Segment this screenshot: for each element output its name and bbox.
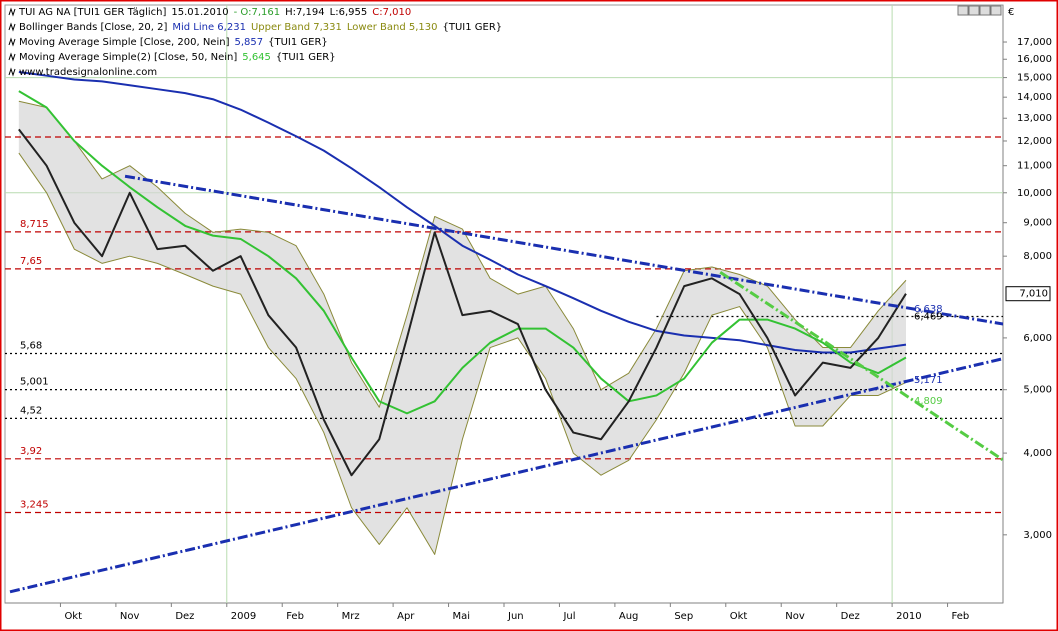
y-tick-label: 13,000 bbox=[1017, 113, 1052, 124]
value-label: 5,171 bbox=[914, 375, 943, 386]
y-tick-label: 6,000 bbox=[1023, 333, 1052, 344]
legend-icon bbox=[8, 67, 16, 77]
series-line bbox=[18, 90, 907, 415]
legend-text: Moving Average Simple(2) [Close, 50, Nei… bbox=[19, 52, 237, 63]
x-tick-label: Nov bbox=[120, 611, 140, 622]
trendline bbox=[124, 174, 1003, 326]
window-buttons bbox=[957, 5, 1002, 16]
level-label: 7,65 bbox=[20, 256, 42, 267]
y-tick-label: 17,000 bbox=[1017, 37, 1052, 48]
currency: € bbox=[1008, 7, 1014, 18]
legend-icon bbox=[8, 52, 16, 62]
legend-text: Moving Average Simple [Close, 200, Nein] bbox=[19, 37, 230, 48]
series-line bbox=[18, 70, 907, 354]
value-label: 6,638 bbox=[914, 304, 943, 315]
legend-text: C:7,010 bbox=[372, 7, 411, 18]
trendline bbox=[719, 270, 1003, 462]
x-tick-label: Okt bbox=[64, 611, 82, 622]
y-tick-label: 9,000 bbox=[1023, 218, 1052, 229]
y-tick-label: 8,000 bbox=[1023, 251, 1052, 262]
x-tick-label: Apr bbox=[397, 611, 415, 622]
legend-text: www.tradesignalonline.com bbox=[19, 67, 157, 78]
button[interactable] bbox=[979, 5, 991, 16]
y-tick-label: 10,000 bbox=[1017, 188, 1052, 199]
y-tick-label: 12,000 bbox=[1017, 136, 1052, 147]
x-tick-label: Aug bbox=[619, 611, 639, 622]
x-tick-label: 2010 bbox=[896, 611, 921, 622]
legend-icon bbox=[8, 7, 16, 17]
band-fill bbox=[18, 101, 906, 555]
band-line bbox=[18, 100, 907, 408]
series-line bbox=[18, 128, 907, 477]
x-tick-label: Mrz bbox=[342, 611, 360, 622]
legend-icon bbox=[8, 22, 16, 32]
x-tick-label: Jul bbox=[562, 611, 575, 622]
y-tick-label: 4,000 bbox=[1023, 448, 1052, 459]
last-price-box bbox=[1005, 286, 1051, 302]
legend-text: Bollinger Bands [Close, 20, 2] bbox=[19, 22, 167, 33]
legend-text: 5,857 bbox=[234, 37, 263, 48]
y-tick-label: 3,000 bbox=[1023, 530, 1052, 541]
legend-icon bbox=[8, 37, 16, 47]
x-tick-label: Jun bbox=[507, 611, 524, 622]
y-tick-label: 16,000 bbox=[1017, 54, 1052, 65]
value-label: 6,469 bbox=[914, 312, 943, 323]
level-label: 5,68 bbox=[20, 340, 42, 351]
legend-text: TUI AG NA [TUI1 GER Täglich] bbox=[18, 7, 166, 18]
trendline bbox=[9, 357, 1003, 594]
legend-text: 5,645 bbox=[242, 52, 271, 63]
button[interactable] bbox=[968, 5, 980, 16]
level-label: 8,715 bbox=[20, 219, 49, 230]
legend-text: 15.01.2010 bbox=[171, 7, 228, 18]
legend-text: {TUI1 GER} bbox=[268, 37, 328, 48]
last-price-label: 7,010 bbox=[1019, 289, 1048, 300]
x-tick-label: Feb bbox=[286, 611, 304, 622]
legend-text: - O:7,161 bbox=[234, 7, 280, 18]
legend-text: {TUI1 GER} bbox=[443, 22, 503, 33]
x-tick-label: Dez bbox=[175, 611, 194, 622]
x-tick-label: Dez bbox=[841, 611, 860, 622]
band-line bbox=[18, 152, 907, 555]
x-tick-label: Sep bbox=[674, 611, 693, 622]
legend-text: Upper Band 7,331 bbox=[251, 22, 342, 33]
x-tick-label: Feb bbox=[952, 611, 970, 622]
y-tick-label: 15,000 bbox=[1017, 73, 1052, 84]
value-label: 4,809 bbox=[914, 396, 943, 407]
x-tick-label: Nov bbox=[785, 611, 805, 622]
y-tick-label: 11,000 bbox=[1017, 161, 1052, 172]
legend-text: Lower Band 5,130 bbox=[347, 22, 438, 33]
level-label: 4,52 bbox=[20, 405, 42, 416]
legend-text: H:7,194 bbox=[285, 7, 325, 18]
x-tick-label: 2009 bbox=[231, 611, 256, 622]
level-label: 3,245 bbox=[20, 500, 49, 511]
x-tick-label: Mai bbox=[453, 611, 471, 622]
legend-text: L:6,955 bbox=[330, 7, 368, 18]
level-label: 3,92 bbox=[20, 446, 42, 457]
y-tick-label: 5,000 bbox=[1023, 385, 1052, 396]
legend-text: {TUI1 GER} bbox=[276, 52, 336, 63]
y-tick-label: 14,000 bbox=[1017, 92, 1052, 103]
button[interactable] bbox=[990, 5, 1002, 16]
legend-text: Mid Line 6,231 bbox=[172, 22, 246, 33]
x-tick-label: Okt bbox=[730, 611, 748, 622]
button[interactable] bbox=[957, 5, 969, 16]
level-label: 5,001 bbox=[20, 377, 49, 388]
plot-layer: 8,715 7,65 5,68 5,001 4,52 3,92 3,245 bbox=[5, 5, 1003, 603]
